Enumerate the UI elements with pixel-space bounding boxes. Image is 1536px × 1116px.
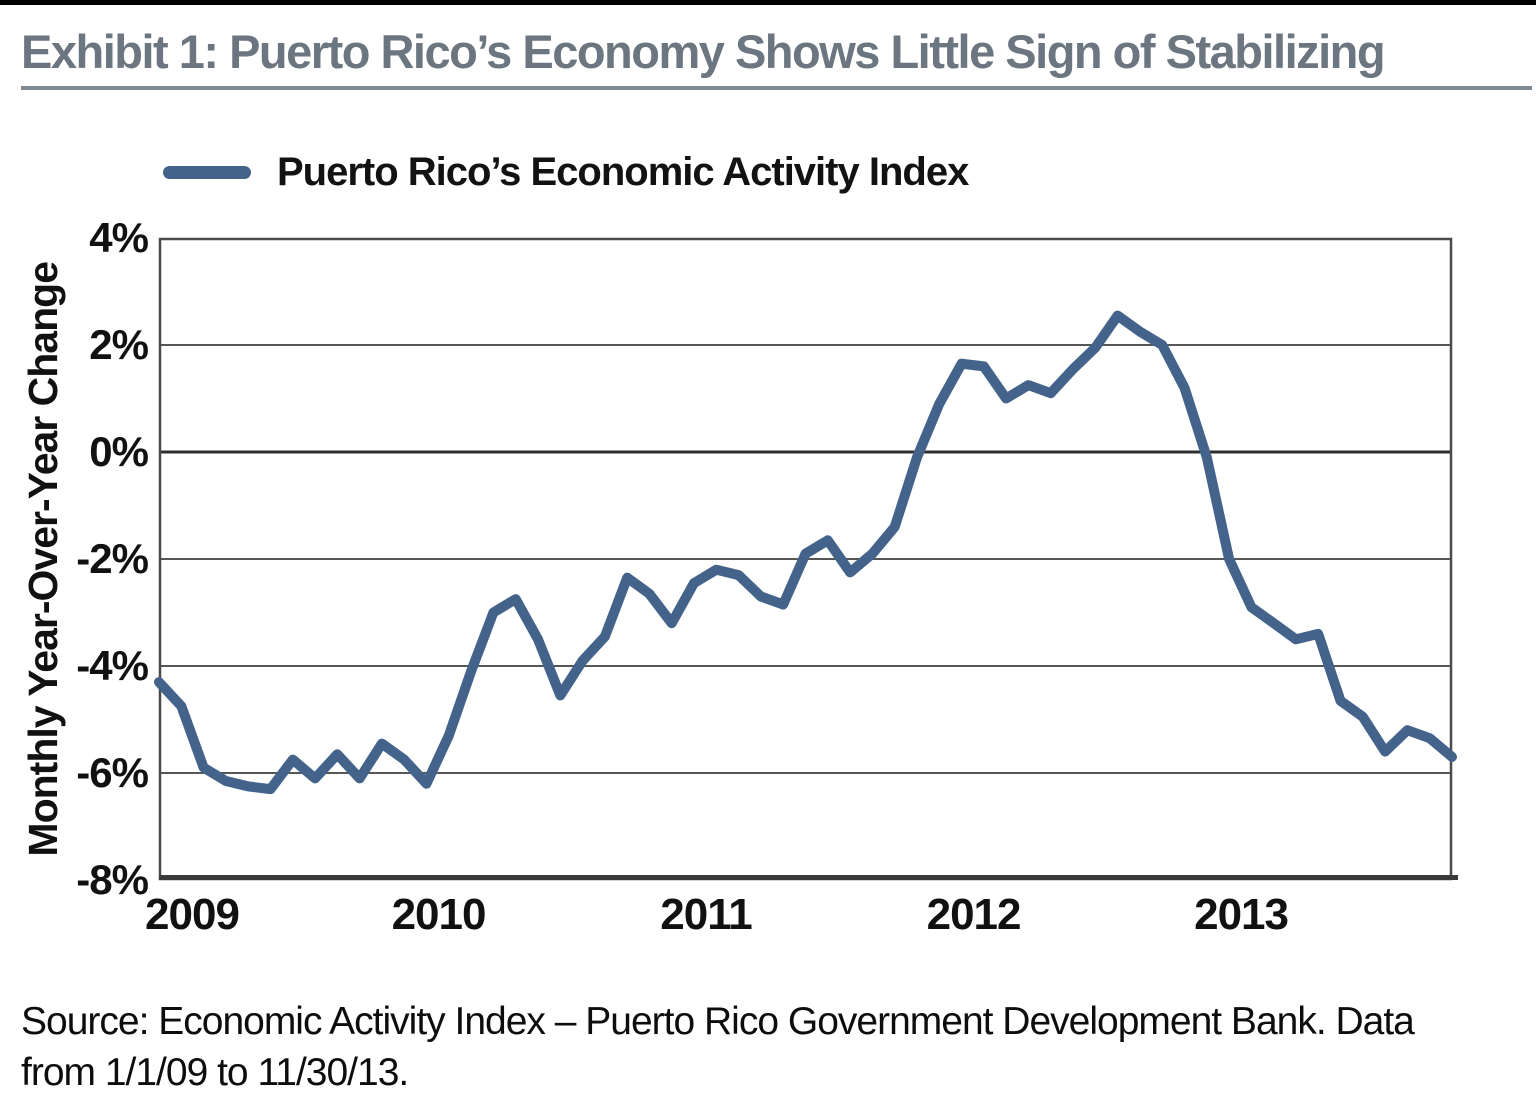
x-tick-label: 2013 [1194, 890, 1289, 939]
y-tick-label: 2% [89, 321, 149, 368]
legend-line-swatch [163, 165, 251, 179]
source-note: Source: Economic Activity Index – Puerto… [21, 996, 1415, 1099]
x-tick-label: 2012 [926, 890, 1022, 939]
y-tick-label: -4% [76, 642, 149, 689]
economic-activity-index-line [154, 310, 1457, 795]
x-tick-label: 2011 [660, 890, 752, 939]
y-tick-label: 0% [89, 428, 149, 475]
y-tick-label: -8% [76, 856, 149, 903]
title-underline [21, 86, 1532, 90]
x-tick-label: 2009 [145, 890, 240, 939]
y-tick-label: -2% [76, 535, 149, 582]
legend-label: Puerto Rico’s Economic Activity Index [277, 149, 969, 194]
chart-legend: Puerto Rico’s Economic Activity Index [163, 148, 969, 196]
source-line-1: Source: Economic Activity Index – Puerto… [21, 1000, 1415, 1043]
source-line-2: from 1/1/09 to 11/30/13. [21, 1051, 409, 1095]
y-tick-label: -6% [76, 749, 149, 796]
exhibit-title: Exhibit 1: Puerto Rico’s Economy Shows L… [21, 25, 1386, 78]
plot-area [154, 237, 1458, 881]
y-tick-label: 4% [89, 214, 149, 261]
top-border-bar [0, 0, 1536, 5]
x-tick-label: 2010 [391, 890, 487, 939]
